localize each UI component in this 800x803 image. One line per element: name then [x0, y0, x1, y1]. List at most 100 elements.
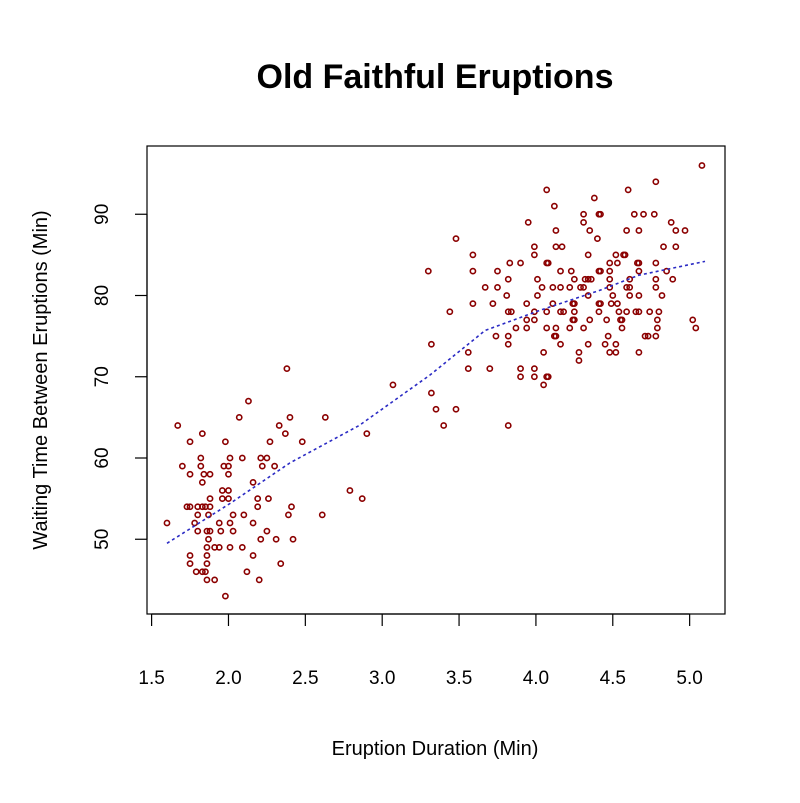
data-point — [613, 300, 621, 308]
data-point — [289, 535, 297, 543]
data-point — [517, 373, 524, 381]
data-point — [517, 365, 524, 373]
data-point — [669, 275, 677, 283]
data-point — [203, 560, 211, 568]
data-point — [163, 519, 171, 527]
x-tick-label: 2.5 — [292, 668, 318, 689]
y-axis: 50 60 70 80 90 — [92, 204, 148, 550]
x-tick-label: 1.5 — [138, 668, 164, 689]
data-point — [530, 251, 538, 259]
data-point — [623, 308, 631, 316]
data-point — [550, 202, 558, 210]
data-point — [286, 413, 294, 421]
data-point — [580, 218, 587, 226]
data-point — [586, 316, 594, 324]
data-point — [277, 560, 285, 568]
data-point — [635, 348, 643, 356]
data-point — [504, 275, 512, 283]
data-point — [523, 324, 531, 332]
data-point — [575, 348, 583, 356]
data-point — [570, 308, 578, 316]
data-point — [469, 251, 477, 259]
data-point — [202, 568, 209, 576]
data-point — [606, 348, 614, 356]
data-point — [215, 543, 223, 551]
data-point — [427, 340, 435, 348]
data-point — [523, 316, 531, 324]
data-point — [469, 300, 477, 308]
data-point — [464, 365, 472, 373]
y-tick-label: 70 — [92, 366, 113, 387]
data-point — [641, 332, 649, 340]
data-point — [635, 267, 643, 275]
data-point — [624, 186, 632, 194]
x-tick-label: 4.5 — [600, 668, 626, 689]
x-tick-label: 3.0 — [369, 668, 395, 689]
data-point — [494, 283, 501, 291]
data-point — [238, 543, 246, 551]
data-point — [660, 243, 667, 251]
data-point — [198, 568, 206, 576]
data-point — [358, 495, 366, 503]
data-point — [226, 454, 234, 462]
data-point — [285, 511, 292, 519]
data-point — [580, 283, 587, 291]
data-point — [557, 283, 564, 291]
data-point — [504, 332, 512, 340]
y-tick-label: 80 — [92, 285, 113, 306]
data-point — [570, 316, 578, 324]
data-point — [446, 308, 454, 316]
data-point — [635, 227, 643, 234]
data-point — [464, 348, 472, 356]
data-point — [194, 527, 202, 535]
data-point — [590, 194, 598, 202]
data-point — [544, 259, 552, 267]
x-axis-label: Eruption Duration (Min) — [332, 738, 539, 760]
data-point — [489, 300, 497, 308]
data-point — [217, 527, 225, 535]
y-axis-label: Waiting Time Between Eruptions (Min) — [30, 210, 52, 549]
data-point — [655, 308, 663, 316]
data-point — [615, 308, 623, 316]
data-point — [552, 324, 560, 332]
data-point — [524, 218, 532, 226]
data-point — [698, 162, 706, 169]
data-point — [557, 267, 564, 275]
data-point — [481, 283, 489, 291]
data-point — [597, 267, 604, 275]
x-tick-label: 3.5 — [446, 668, 472, 689]
data-point — [530, 373, 538, 381]
data-point — [621, 251, 629, 259]
data-point — [194, 511, 202, 519]
plot-frame — [146, 145, 726, 615]
data-point — [538, 283, 546, 291]
data-point — [225, 462, 232, 470]
data-point — [432, 405, 440, 413]
data-point — [689, 316, 697, 324]
data-point — [211, 576, 219, 584]
data-point — [530, 365, 538, 373]
data-point — [586, 227, 594, 234]
data-point — [557, 308, 564, 316]
data-point — [609, 292, 617, 299]
data-point — [552, 227, 560, 234]
data-point — [540, 381, 548, 389]
data-point — [544, 373, 552, 381]
data-point — [549, 300, 557, 308]
data-point — [206, 503, 214, 511]
data-point — [580, 210, 587, 218]
data-point — [197, 462, 205, 470]
data-point — [254, 503, 262, 511]
data-point — [186, 438, 194, 446]
data-point — [206, 527, 214, 535]
data-point — [581, 275, 589, 283]
data-point — [512, 324, 520, 332]
data-point — [240, 511, 248, 519]
data-point — [613, 259, 621, 267]
data-point — [506, 259, 514, 267]
data-point — [543, 186, 551, 194]
data-point — [584, 275, 592, 283]
data-point — [203, 576, 211, 584]
data-point — [626, 283, 634, 291]
